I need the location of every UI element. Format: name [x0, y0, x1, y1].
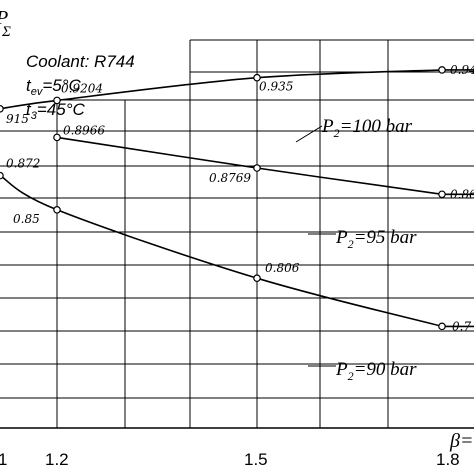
series-line: [0, 69, 474, 110]
tev-label: tev=5°C: [26, 76, 82, 98]
series-label-symbol: P: [321, 116, 334, 137]
data-point: [53, 206, 61, 214]
data-label: 0.9204: [61, 81, 103, 95]
data-label: 0.8769: [209, 171, 251, 185]
t3-subscript: 3: [31, 110, 38, 122]
x-tick-label: 1: [0, 450, 7, 469]
leader-lines: [295, 125, 336, 367]
series-label-95bar: P2=95 bar: [335, 227, 417, 251]
data-point: [53, 133, 61, 142]
x-tick-labels: 1 1.2 1.5 1.8: [0, 450, 460, 469]
x-tick-label: 1.5: [244, 450, 268, 469]
series-label-subscript: 2: [334, 126, 340, 140]
data-point: [253, 274, 261, 282]
data-point: [53, 96, 61, 105]
data-label: 0.8966: [63, 123, 105, 137]
conditions-annotation: Coolant: R744 tev=5°C t3=45°C: [26, 52, 135, 122]
data-point: [0, 171, 4, 180]
series-line: [0, 174, 474, 328]
t3-symbol: t: [26, 100, 32, 119]
series-label-value: =100 bar: [340, 116, 413, 137]
data-point: [438, 322, 446, 331]
tev-symbol: t: [26, 76, 32, 95]
data-label: 0.7: [452, 319, 471, 333]
data-label: 0.806: [265, 261, 300, 275]
series-label-90bar: P2=90 bar: [335, 359, 417, 383]
data-label: 0.86: [450, 187, 474, 201]
data-label: 0.872: [6, 157, 40, 171]
x-axis-label: β=: [449, 430, 473, 452]
series-label-symbol: P: [335, 227, 348, 248]
x-tick-label: 1.8: [436, 450, 460, 469]
series-label-value: =90 bar: [354, 359, 418, 380]
t3-value: =45°C: [37, 100, 86, 119]
series-label-symbol: P: [335, 359, 348, 380]
coolant-label: Coolant: R744: [26, 52, 135, 71]
y-axis-label-sub: Σ: [1, 24, 11, 40]
series-label-value: =95 bar: [354, 227, 418, 248]
chart-grid: [0, 39, 474, 429]
data-label: 0.94: [450, 63, 474, 77]
data-label: 915: [6, 112, 29, 126]
data-point: [438, 190, 446, 199]
data-point: [0, 104, 4, 113]
data-point: [253, 164, 261, 172]
series-name-labels: P2=100 bar P2=95 bar P2=90 bar: [321, 116, 417, 383]
y-axis-label: P: [0, 7, 8, 29]
series-layer: 915 0.9204 0.935 0.94 0.8966 0.8769 0.86 0.872 0…: [0, 63, 474, 333]
series-label-100bar: P2=100 bar: [321, 116, 413, 140]
t3-label: t3=45°C: [26, 100, 85, 122]
series-label-subscript: 2: [348, 237, 354, 251]
leader-line: [295, 125, 323, 143]
series-label-subscript: 2: [348, 369, 354, 383]
data-label: 0.935: [259, 80, 293, 94]
data-label: 0.85: [13, 212, 40, 226]
tev-subscript: ev: [31, 86, 44, 98]
data-point: [253, 73, 261, 82]
tev-value: =5°C: [42, 76, 81, 95]
data-point: [438, 66, 446, 74]
x-tick-label: 1.2: [45, 450, 69, 469]
